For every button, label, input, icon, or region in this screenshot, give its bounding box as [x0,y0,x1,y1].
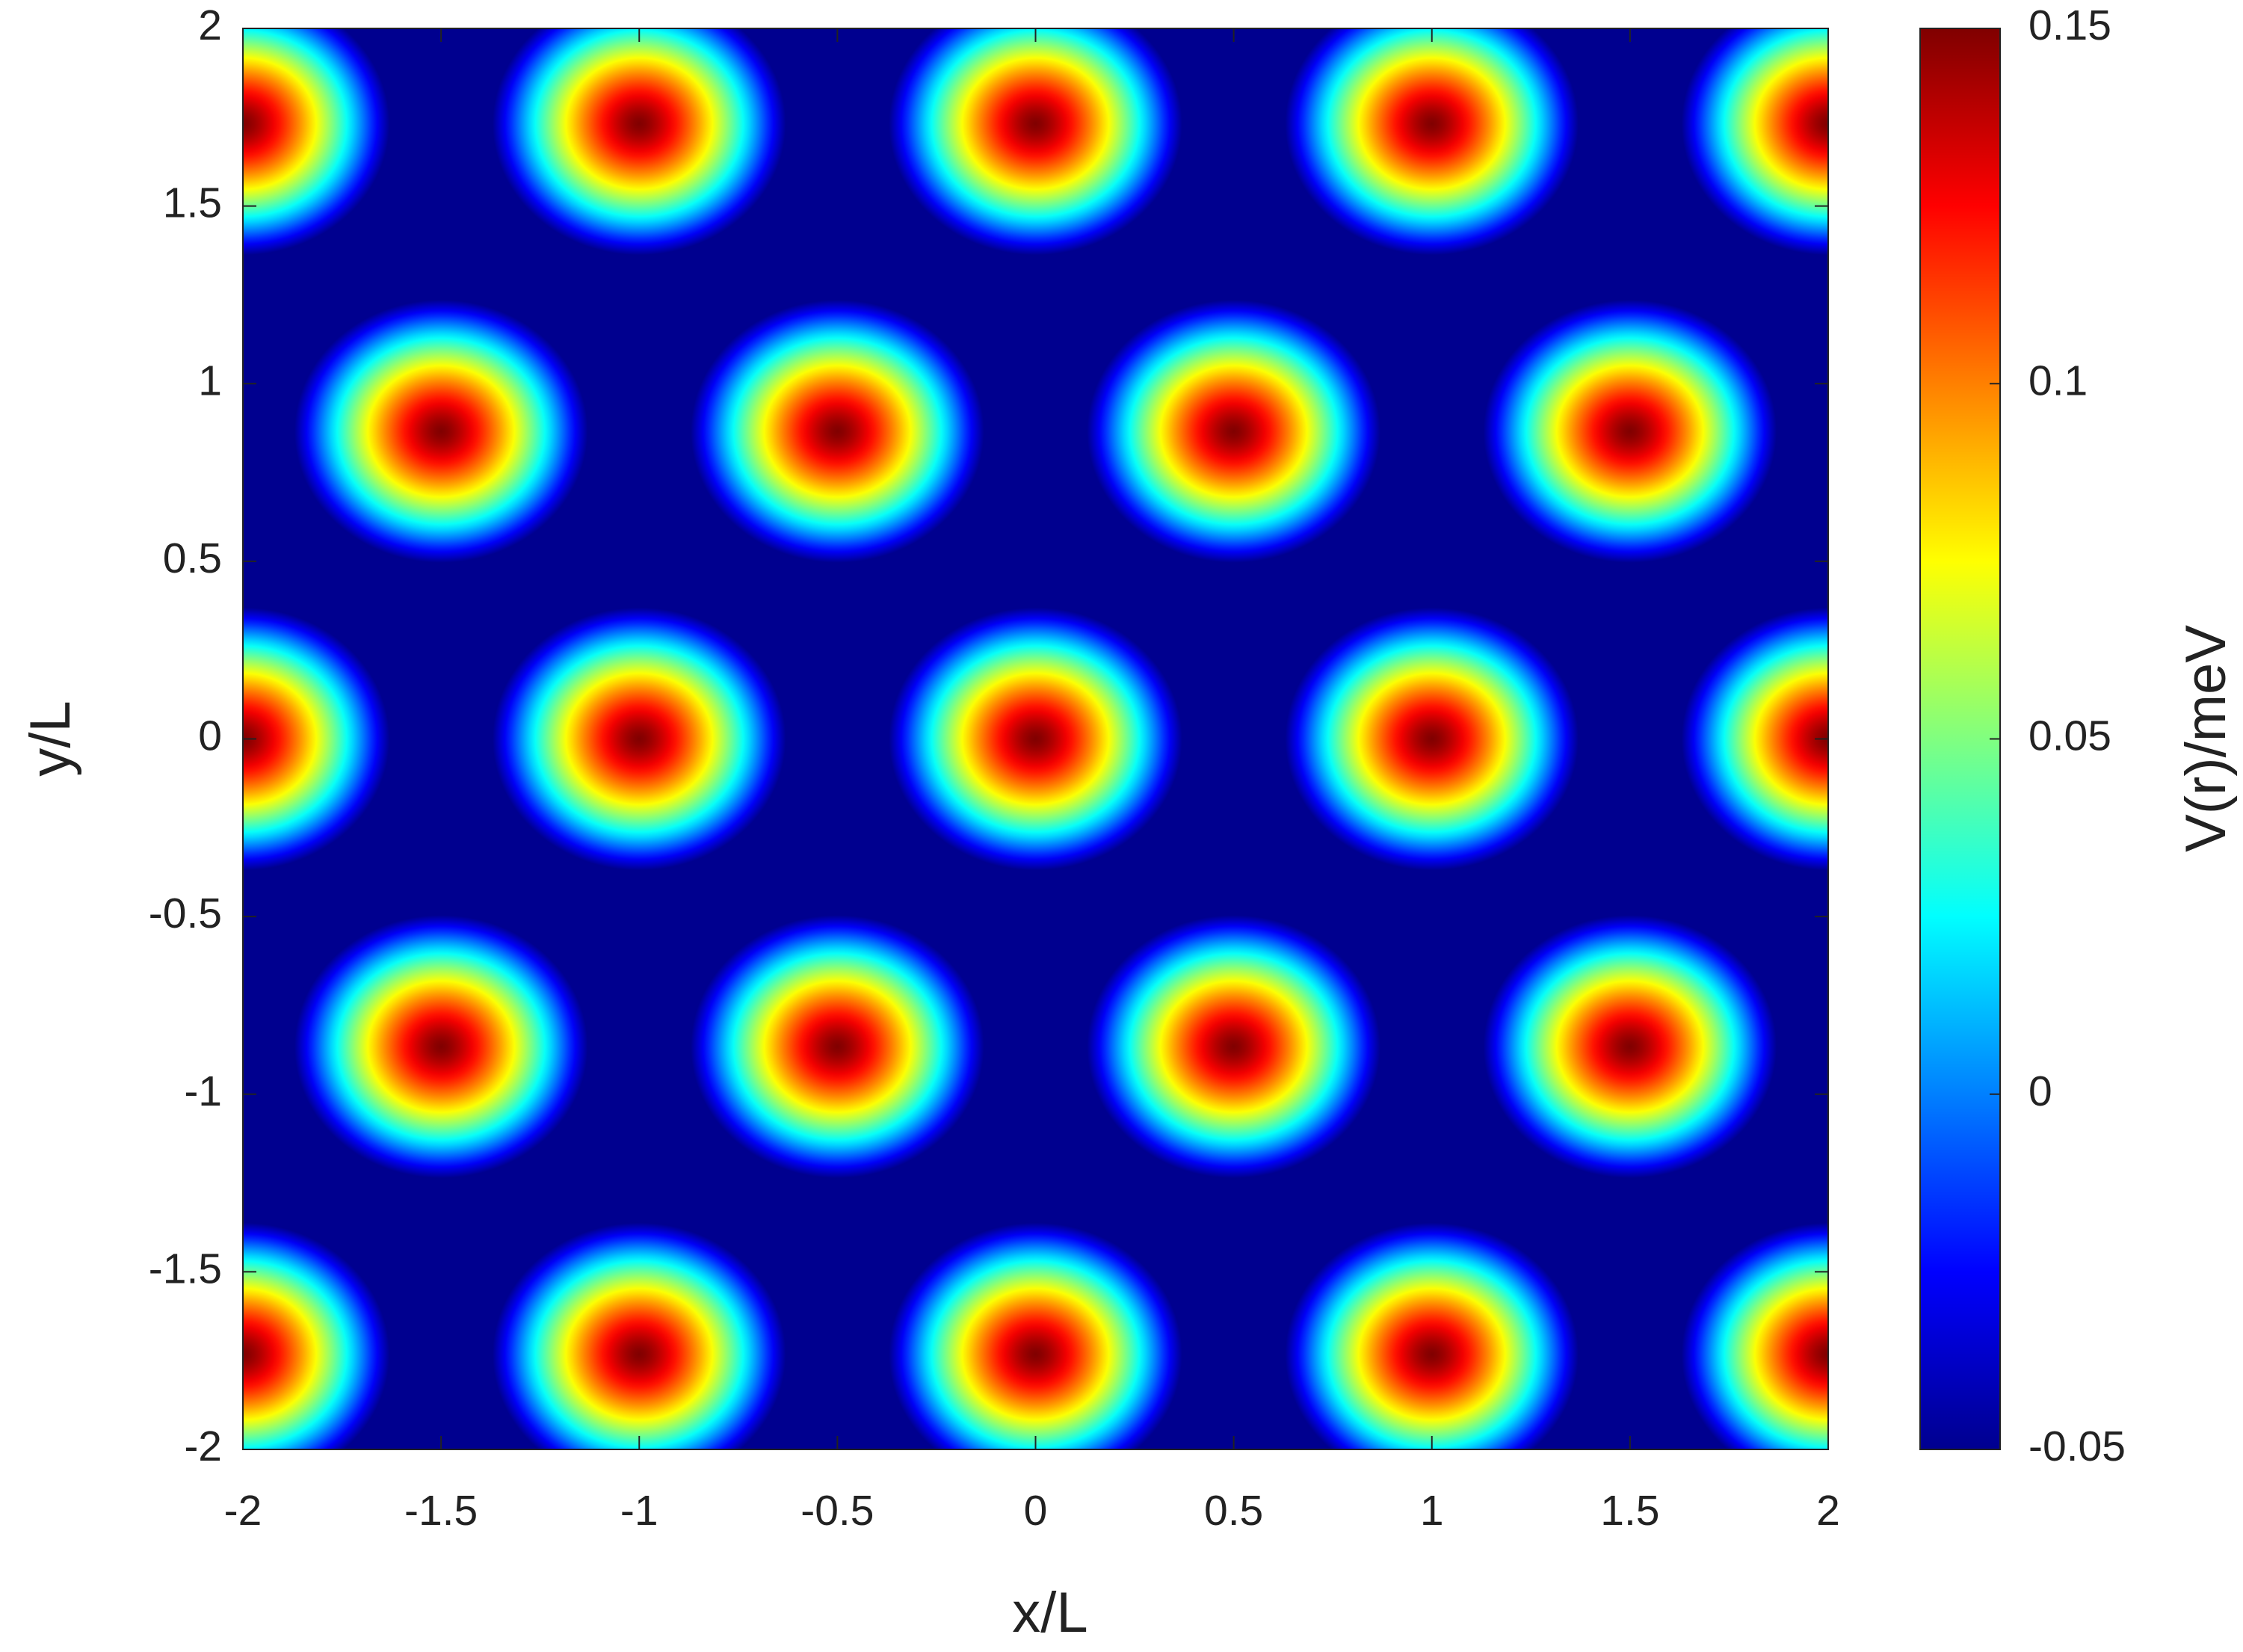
colorbar-tick-label: 0 [2028,1067,2052,1115]
well [1483,915,1777,1178]
well [1285,1222,1579,1449]
well [1681,28,1828,256]
x-tick-label: 2 [1816,1487,1840,1535]
well [691,915,984,1178]
well [1483,300,1777,563]
x-tick-label: -2 [224,1487,262,1535]
well [1087,915,1380,1178]
well [1285,28,1579,256]
well [889,607,1182,871]
y-axis-label: y/L [19,700,82,776]
y-tick-label: 1.5 [163,179,222,227]
colorbar-tick-label: -0.05 [2028,1423,2126,1470]
well [493,28,786,256]
x-tick-label: 0 [1024,1487,1048,1535]
well [294,915,588,1178]
colorbar-tick-label: 0.15 [2028,1,2111,49]
well [1087,300,1380,563]
x-tick-label: -0.5 [800,1487,874,1535]
colorbar-tick-label: 0.05 [2028,712,2111,760]
x-tick-label: 0.5 [1204,1487,1263,1535]
well [243,1222,390,1449]
y-tick-label: 2 [198,1,222,49]
y-tick-label: -1 [184,1067,222,1115]
y-tick-label: -0.5 [149,890,222,937]
y-tick-label: 0 [198,712,222,760]
well [1285,607,1579,871]
well [493,1222,786,1449]
well [889,28,1182,256]
well [243,607,390,871]
y-tick-label: 0.5 [163,534,222,582]
plot-area [243,28,1828,1449]
x-tick-label: -1.5 [404,1487,478,1535]
well [1681,607,1828,871]
x-tick-label: 1 [1420,1487,1444,1535]
well [889,1222,1182,1449]
well [493,607,786,871]
x-tick-label: -1 [620,1487,658,1535]
colorbar [1919,28,2001,1450]
y-tick-label: -1.5 [149,1245,222,1292]
y-tick-label: 1 [198,357,222,404]
colorbar-label: V(r)/meV [2174,625,2238,852]
x-tick-label: 1.5 [1600,1487,1659,1535]
y-tick-label: -2 [184,1423,222,1470]
well [243,28,390,256]
well [294,300,588,563]
well [691,300,984,563]
well [1681,1222,1828,1449]
x-axis-label: x/L [1012,1581,1087,1645]
colorbar-tick-label: 0.1 [2028,357,2088,404]
